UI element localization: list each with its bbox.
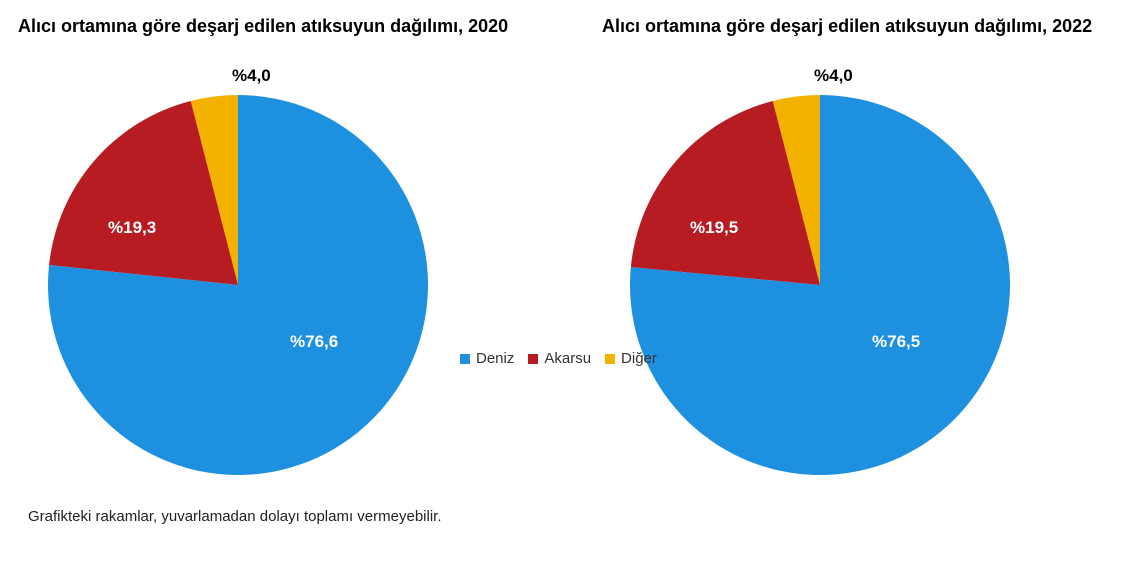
pie-slices-2020 [48, 95, 428, 475]
legend-box-diger [605, 354, 615, 364]
slice-label-2020-akarsu: %19,3 [108, 218, 156, 238]
legend-label-deniz: Deniz [476, 350, 514, 367]
pie-chart-2020 [48, 95, 428, 475]
chart-title-2022: Alıcı ortamına göre deşarj edilen atıksu… [602, 16, 1092, 37]
slice-label-2020-diger: %4,0 [232, 66, 271, 86]
chart-title-2020: Alıcı ortamına göre deşarj edilen atıksu… [18, 16, 508, 37]
legend-label-diger: Diğer [621, 350, 657, 367]
slice-label-2022-deniz: %76,5 [872, 332, 920, 352]
legend-item-deniz: Deniz [460, 350, 514, 367]
slice-label-2022-akarsu: %19,5 [690, 218, 738, 238]
legend: Deniz Akarsu Diğer [460, 350, 657, 367]
slice-label-2020-deniz: %76,6 [290, 332, 338, 352]
chart-wrap: Alıcı ortamına göre deşarj edilen atıksu… [0, 0, 1140, 570]
legend-item-akarsu: Akarsu [528, 350, 591, 367]
pie-slices-2022 [630, 95, 1010, 475]
legend-item-diger: Diğer [605, 350, 657, 367]
pie-chart-2022 [630, 95, 1010, 475]
slice-label-2022-diger: %4,0 [814, 66, 853, 86]
legend-label-akarsu: Akarsu [544, 350, 591, 367]
footnote: Grafikteki rakamlar, yuvarlamadan dolayı… [28, 508, 442, 525]
legend-box-akarsu [528, 354, 538, 364]
legend-box-deniz [460, 354, 470, 364]
